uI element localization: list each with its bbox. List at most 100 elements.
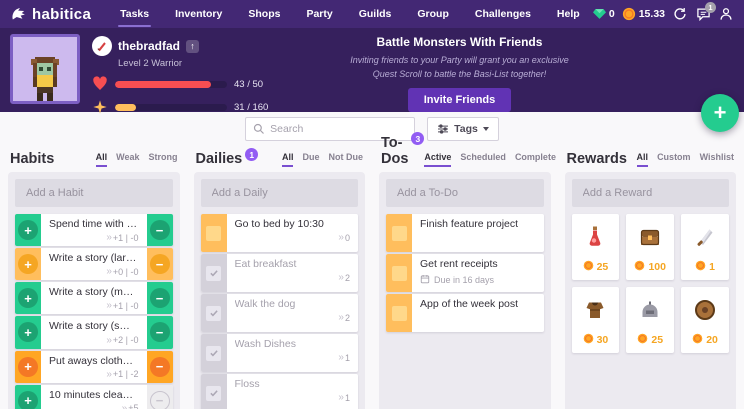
column-tabs-habits: All Weak Strong [95, 152, 178, 167]
todo-checkbox[interactable] [386, 294, 412, 332]
nav-item-tasks[interactable]: Tasks [107, 0, 162, 28]
column-title-habits: Habits [10, 151, 55, 167]
column-rewards: Rewards All Custom Wishlist 25 100 1 30 25 20 [564, 146, 736, 409]
add-dailies-input[interactable] [200, 179, 358, 207]
dailie-title: Wash Dishes [234, 338, 296, 350]
habit-plus-button[interactable]: + [15, 214, 41, 247]
minus-icon: − [149, 254, 170, 275]
tab-complete[interactable]: Complete [514, 152, 556, 162]
nav-item-party[interactable]: Party [306, 8, 333, 20]
invite-friends-button[interactable]: Invite Friends [407, 88, 512, 112]
habit-minus-button[interactable]: − [146, 316, 173, 349]
dailie-checkbox[interactable] [200, 294, 227, 332]
habit-minus-button[interactable]: − [146, 282, 173, 315]
add-todos-input[interactable] [386, 179, 544, 207]
gold-count: 15.33 [638, 8, 665, 20]
habit-body: Spend time with Eevee »+1 | -0 [41, 214, 147, 246]
tab-not-due[interactable]: Not Due [328, 152, 364, 162]
todo-row: Get rent receipts Due in 16 days [386, 254, 544, 292]
reward-price: 25 [637, 333, 663, 347]
tab-due[interactable]: Due [302, 152, 320, 162]
sync-icon[interactable] [672, 6, 688, 22]
nav-item-help[interactable]: Help [556, 8, 580, 20]
nav-item-inventory[interactable]: Inventory [175, 8, 223, 20]
tab-all[interactable]: All [636, 152, 649, 167]
nav-item-group[interactable]: Group [417, 8, 449, 20]
tab-custom[interactable]: Custom [657, 152, 691, 162]
add-rewards-input[interactable] [571, 179, 729, 207]
avatar-pixel-art-icon [31, 57, 59, 101]
habit-plus-button[interactable]: + [15, 316, 41, 349]
todo-checkbox[interactable] [386, 214, 412, 252]
minus-icon: − [149, 288, 170, 309]
reward-item[interactable]: 1 [681, 214, 729, 280]
reward-price-value: 25 [651, 334, 664, 346]
xp-value: 31 / 160 [234, 101, 269, 113]
level-up-arrow-icon[interactable]: ↑ [186, 39, 200, 53]
counter-arrows-icon: » [106, 334, 111, 346]
dailie-checkbox[interactable] [200, 334, 227, 372]
dailie-row: Go to bed by 10:30 » 0 [200, 214, 358, 252]
reward-item[interactable]: 20 [681, 287, 729, 353]
habit-plus-button[interactable]: + [15, 248, 41, 281]
habit-minus-button[interactable]: − [146, 350, 173, 383]
habit-counter-value: +5 [128, 403, 139, 409]
plus-icon: + [713, 100, 727, 125]
health-potion-icon [583, 214, 607, 260]
logo-text: habitica [32, 5, 92, 23]
create-task-fab[interactable]: + [701, 94, 739, 132]
username[interactable]: thebradfad [118, 39, 181, 53]
dailie-checkbox[interactable] [200, 254, 227, 292]
user-menu-icon[interactable] [718, 6, 734, 22]
tab-weak[interactable]: Weak [116, 152, 140, 162]
tab-scheduled[interactable]: Scheduled [460, 152, 506, 162]
habit-plus-button[interactable]: + [15, 282, 41, 315]
todo-body: App of the week post [412, 294, 544, 332]
todo-checkbox[interactable] [386, 254, 412, 292]
habit-row: +10 minutes cleaning» +5− [15, 384, 173, 409]
column-tabs-todos: Active Scheduled Complete [424, 152, 556, 167]
streak-value: 2 [344, 312, 350, 323]
user-info: thebradfad ↑ Level 2 Warrior 43 / 50 31 … [92, 34, 268, 114]
streak-icon: » [338, 312, 343, 324]
column-tabs-dailies: All Due Not Due [281, 152, 364, 167]
habit-plus-button[interactable]: + [15, 384, 41, 409]
reward-item[interactable]: 30 [571, 287, 620, 353]
habit-minus-button[interactable]: − [146, 248, 173, 281]
nav-item-challenges[interactable]: Challenges [474, 8, 531, 20]
gem-counter[interactable]: 0 [592, 8, 615, 20]
tab-active[interactable]: Active [424, 152, 452, 167]
reward-item[interactable]: 25 [571, 214, 620, 280]
habit-title: 10 minutes cleaning [49, 388, 139, 401]
reward-item[interactable]: 25 [626, 287, 675, 353]
avatar[interactable] [10, 34, 80, 104]
reward-price: 25 [583, 260, 608, 274]
messages-icon[interactable]: 1 [695, 2, 716, 22]
add-habits-input[interactable] [15, 179, 173, 207]
tab-all[interactable]: All [95, 152, 108, 167]
gold-counter[interactable]: 15.33 [622, 7, 665, 21]
dailie-body: Wash Dishes » 1 [227, 334, 359, 372]
tags-filter-button[interactable]: Tags [427, 117, 499, 141]
nav-item-shops[interactable]: Shops [248, 8, 281, 20]
tab-wishlist[interactable]: Wishlist [699, 152, 734, 162]
checkmark-icon [206, 345, 221, 361]
tab-all[interactable]: All [281, 152, 294, 167]
reward-item[interactable]: 100 [626, 214, 675, 280]
dailie-checkbox[interactable] [200, 214, 227, 252]
search-input[interactable] [270, 123, 408, 135]
tab-strong[interactable]: Strong [148, 152, 178, 162]
nav-item-guilds[interactable]: Guilds [358, 8, 392, 20]
checkbox-empty [391, 265, 407, 281]
counter-arrows-icon: » [106, 368, 111, 380]
habit-plus-button[interactable]: + [15, 350, 41, 383]
due-date-row: Due in 16 days [420, 274, 536, 286]
habitica-logo[interactable]: habitica [10, 6, 91, 23]
habit-counter: » +1 | -0 [49, 232, 138, 243]
habit-minus-button[interactable]: − [146, 214, 173, 247]
dailie-body: Eat breakfast » 2 [227, 254, 359, 292]
plus-icon: + [18, 356, 38, 377]
armoire-icon [638, 214, 662, 260]
armor-icon [583, 287, 607, 333]
dailie-checkbox[interactable] [200, 374, 227, 409]
